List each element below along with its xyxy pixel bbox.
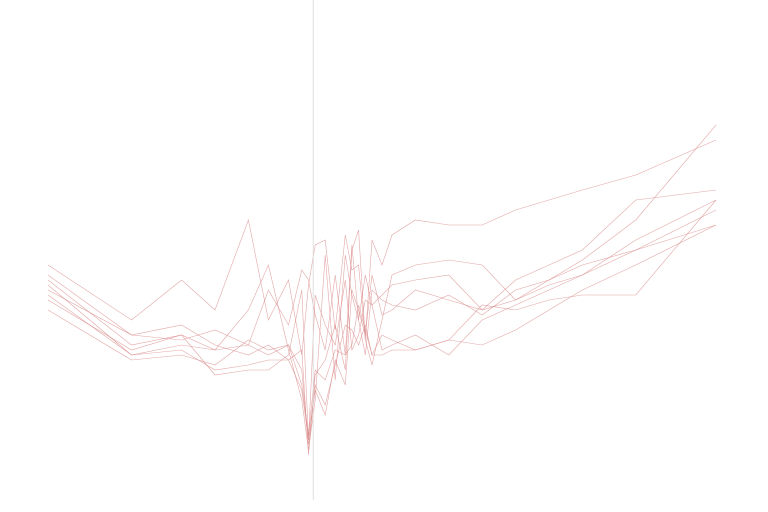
series-line-2 bbox=[47, 124, 717, 456]
series-layer bbox=[47, 124, 717, 456]
series-line-3 bbox=[47, 189, 717, 451]
series-line-7 bbox=[47, 209, 717, 441]
series-line-4 bbox=[47, 199, 717, 446]
series-line-1 bbox=[47, 139, 717, 356]
series-line-8 bbox=[47, 199, 717, 436]
series-line-5 bbox=[47, 224, 717, 356]
series-line-6 bbox=[47, 224, 717, 441]
